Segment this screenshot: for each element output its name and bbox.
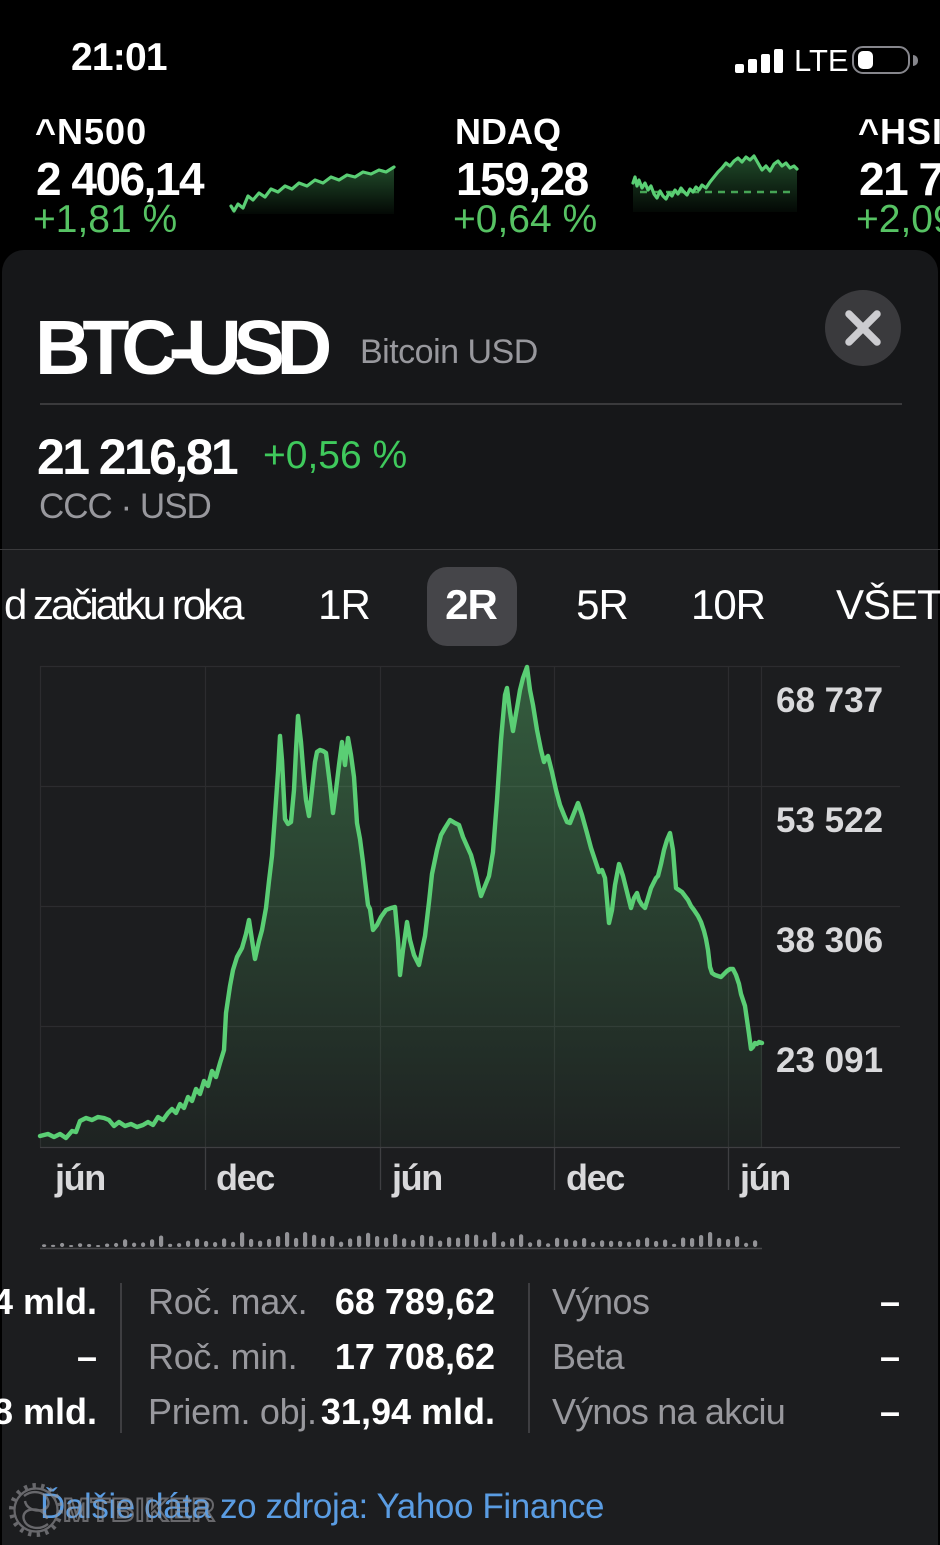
svg-text:MTBIKER: MTBIKER [63, 1492, 216, 1528]
